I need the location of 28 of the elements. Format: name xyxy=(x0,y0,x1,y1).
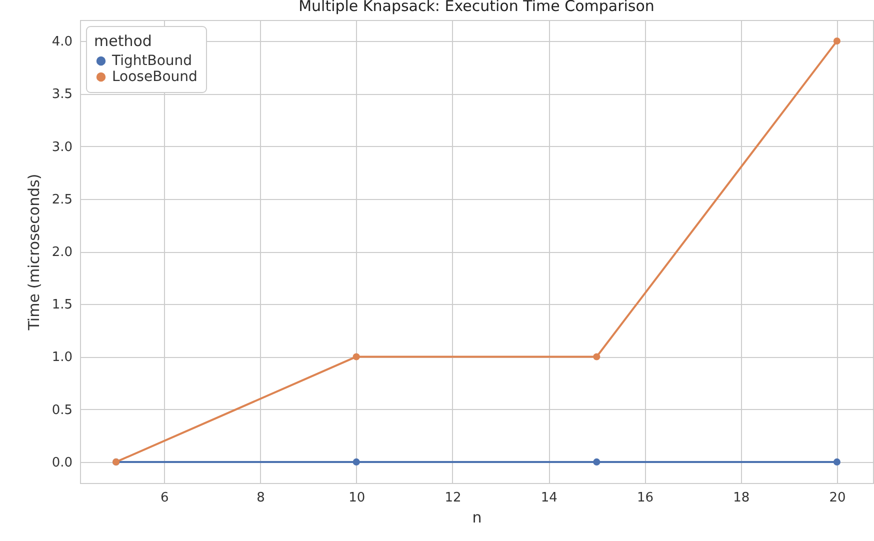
legend-title: method xyxy=(94,32,152,50)
x-tick-label: 6 xyxy=(160,490,169,506)
x-tick-label: 10 xyxy=(348,490,366,506)
y-tick-label: 1.0 xyxy=(52,350,72,366)
y-tick-label: 4.0 xyxy=(52,34,72,50)
point xyxy=(352,458,360,466)
y-tick-label: 1.5 xyxy=(52,298,72,313)
legend-label: LooseBound xyxy=(112,69,198,85)
y-tick-label: 2.0 xyxy=(52,245,72,260)
y-tick-label: 0.0 xyxy=(52,455,72,470)
point xyxy=(833,458,840,466)
y-tick-label: 3.5 xyxy=(52,87,72,102)
y-tick-label: 2.5 xyxy=(52,192,72,208)
x-tick-label: 12 xyxy=(444,490,462,506)
legend-label: TightBound xyxy=(111,53,192,69)
y-axis-title: Time (microseconds) xyxy=(24,174,43,332)
point xyxy=(833,38,840,45)
x-tick-label: 20 xyxy=(829,490,846,506)
y-tick-label: 0.5 xyxy=(52,402,72,418)
x-tick-label: 8 xyxy=(256,490,265,506)
y-tick-label: 3.0 xyxy=(52,140,72,155)
point xyxy=(593,353,600,360)
x-axis-title: n xyxy=(472,508,482,526)
x-tick-label: 16 xyxy=(636,490,654,506)
x-tick-label: 14 xyxy=(540,490,558,506)
x-tick-label: 18 xyxy=(733,490,750,506)
point xyxy=(352,353,360,360)
point xyxy=(593,458,600,466)
